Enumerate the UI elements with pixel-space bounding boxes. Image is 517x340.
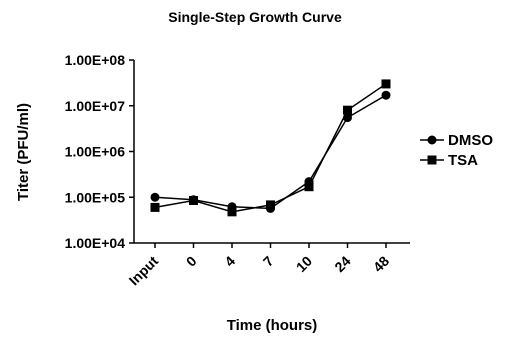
x-tick-label: Input: [126, 253, 162, 289]
x-tick-label: 4: [221, 253, 238, 270]
data-point: [343, 105, 352, 115]
x-tick-label: 10: [293, 253, 315, 275]
y-axis-label: Titer (PFU/ml): [15, 103, 32, 201]
data-point: [227, 207, 237, 217]
y-tick-label: 1.00E+04: [65, 235, 126, 251]
legend-label: TSA: [448, 152, 478, 169]
series-tsa: [150, 79, 391, 217]
x-tick-label: 7: [260, 253, 277, 270]
x-tick-label: 0: [183, 253, 200, 270]
series-line: [154, 83, 387, 213]
data-point: [381, 79, 391, 89]
legend-item-dmso: DMSO: [420, 132, 493, 149]
legend-item-tsa: TSA: [420, 152, 478, 169]
x-axis-label: Time (hours): [227, 317, 318, 334]
chart-title: Single-Step Growth Curve: [168, 9, 342, 25]
legend-marker: [427, 135, 437, 145]
series-dmso: [150, 90, 391, 213]
data-point: [150, 202, 160, 212]
data-point: [266, 200, 275, 210]
data-point: [304, 182, 314, 192]
x-tick-label: 24: [331, 253, 353, 275]
data-point: [189, 195, 198, 205]
legend-marker: [427, 155, 437, 165]
series-layer: [150, 79, 391, 217]
x-tick-label: 48: [370, 253, 392, 275]
y-tick-label: 1.00E+07: [65, 98, 126, 114]
y-tick-label: 1.00E+06: [65, 144, 126, 160]
legend: DMSO TSA: [420, 132, 493, 169]
y-axis: 1.00E+04 1.00E+05 1.00E+06 1.00E+07 1.00E+08: [65, 52, 135, 251]
x-axis: Input 0 4 7 10 24 48: [126, 242, 410, 289]
y-tick-label: 1.00E+08: [65, 52, 126, 68]
legend-label: DMSO: [448, 132, 493, 149]
data-point: [150, 192, 160, 202]
y-tick-label: 1.00E+05: [65, 189, 126, 205]
data-point: [381, 90, 391, 100]
